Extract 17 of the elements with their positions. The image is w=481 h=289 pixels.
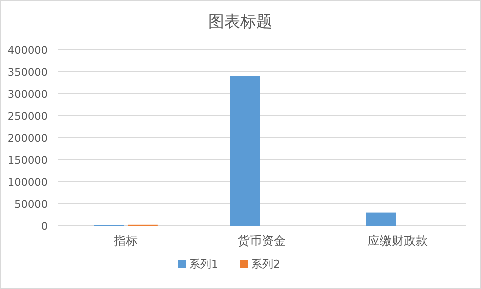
y-tick-label: 50000 <box>14 199 48 211</box>
legend-label: 系列2 <box>252 258 280 271</box>
y-tick-label: 250000 <box>8 111 48 123</box>
y-tick-label: 0 <box>41 221 48 233</box>
y-tick-label: 350000 <box>8 67 48 79</box>
chart-title: 图表标题 <box>208 12 272 31</box>
bar <box>366 212 396 226</box>
y-tick-label: 150000 <box>8 155 48 167</box>
legend-label: 系列1 <box>190 258 218 271</box>
x-tick-label: 货币资金 <box>238 234 286 248</box>
y-tick-label: 300000 <box>8 89 48 101</box>
y-tick-label: 100000 <box>8 177 48 189</box>
x-tick-label: 指标 <box>113 234 138 248</box>
y-tick-label: 200000 <box>8 133 48 145</box>
x-tick-label: 应缴财政款 <box>368 234 428 248</box>
y-tick-label: 400000 <box>8 45 48 57</box>
bar <box>230 76 260 226</box>
